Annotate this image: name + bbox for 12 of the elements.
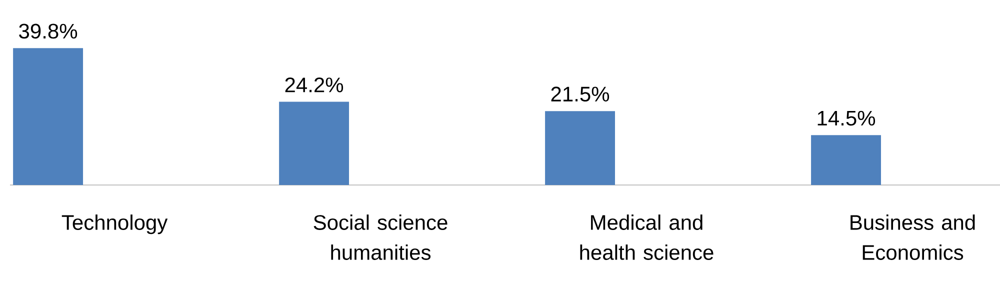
x-tick-label: Social science humanities [314,214,448,260]
data-label: 39.8% [19,24,78,39]
bar [811,135,881,185]
data-label: 21.5% [551,86,610,102]
bar [279,102,350,185]
bar [13,48,84,185]
x-tick-label: Business and Economics [850,214,975,260]
bar [545,111,615,185]
x-tick-label: Technology [62,214,168,234]
data-label: 24.2% [285,77,344,92]
data-label: 14.5% [818,110,876,126]
x-tick-label: Medical and health science [580,214,714,260]
